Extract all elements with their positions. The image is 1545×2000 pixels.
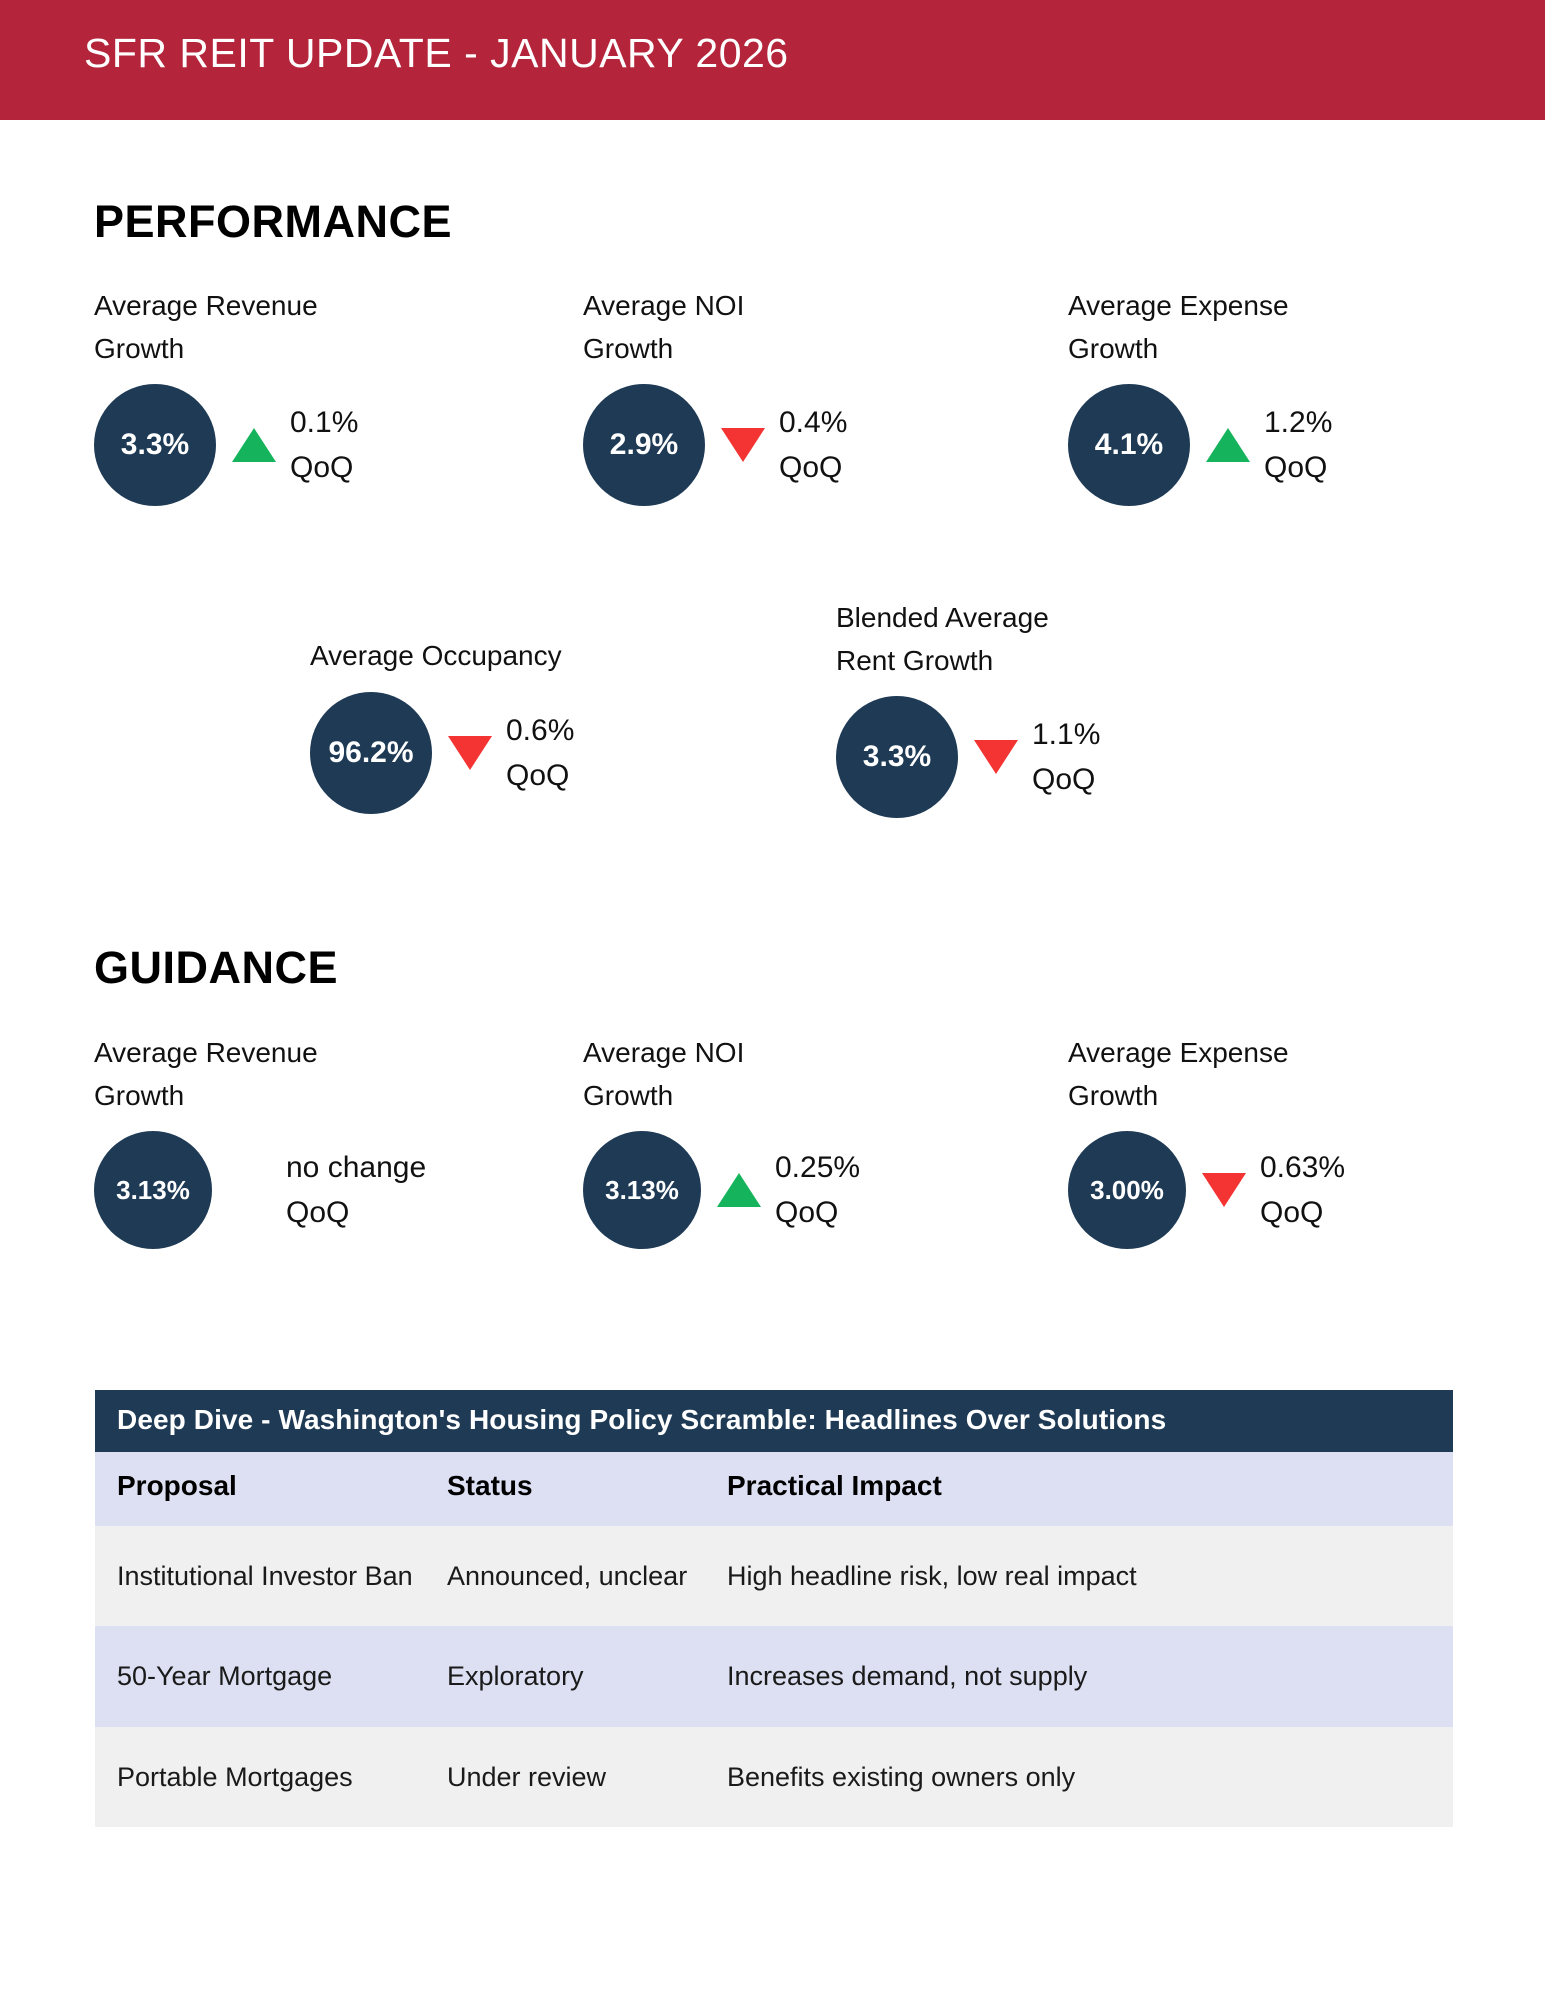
metric-label: Average Occupancy	[310, 640, 562, 671]
metric-delta: 0.25% QoQ	[775, 1151, 861, 1230]
metric-delta: 1.1% QoQ	[1032, 718, 1101, 797]
guidance-metric-average-expense-growth: Average Expense Growth 3.00% 0.63% QoQ	[1068, 1032, 1346, 1250]
metric-delta: 1.2% QoQ	[1264, 406, 1333, 485]
metric-body: 3.3% 1.1% QoQ	[836, 696, 1101, 819]
table-header-row: Proposal Status Practical Impact	[95, 1452, 1453, 1526]
table-row: Portable Mortgages Under review Benefits…	[95, 1726, 1453, 1828]
metric-value-bubble: 2.9%	[583, 384, 705, 507]
metric-value-bubble: 3.00%	[1068, 1131, 1186, 1250]
metric-average-occupancy: Average Occupancy 96.2% 0.6% QoQ	[310, 635, 574, 814]
cell-impact: Increases demand, not supply	[705, 1626, 1453, 1727]
metric-label: Average NOI Growth	[583, 1037, 745, 1111]
metric-value-bubble: 4.1%	[1068, 384, 1190, 507]
metric-average-noi-growth: Average NOI Growth 2.9% 0.4% QoQ	[583, 285, 848, 507]
table-row: 50-Year Mortgage Exploratory Increases d…	[95, 1626, 1453, 1727]
metric-body: 3.13% 0.25% QoQ	[583, 1131, 861, 1250]
column-header-proposal: Proposal	[95, 1452, 425, 1526]
cell-proposal: 50-Year Mortgage	[95, 1626, 425, 1727]
triangle-up-icon	[232, 428, 276, 463]
cell-status: Exploratory	[425, 1626, 705, 1727]
header-banner: SFR REIT UPDATE - JANUARY 2026	[0, 0, 1545, 120]
metric-label: Average NOI Growth	[583, 290, 745, 364]
no-change-icon	[228, 1173, 272, 1207]
metric-body: 3.3% 0.1% QoQ	[94, 384, 359, 507]
metric-value-bubble: 3.13%	[94, 1131, 212, 1250]
cell-proposal: Institutional Investor Ban	[95, 1526, 425, 1627]
guidance-metric-average-noi-growth: Average NOI Growth 3.13% 0.25% QoQ	[583, 1032, 861, 1250]
triangle-up-icon	[1206, 428, 1250, 463]
performance-section-heading: PERFORMANCE	[94, 196, 453, 247]
triangle-down-icon	[974, 740, 1018, 775]
metric-label: Blended Average Rent Growth	[836, 602, 1049, 676]
table-row: Institutional Investor Ban Announced, un…	[95, 1526, 1453, 1627]
metric-body: 96.2% 0.6% QoQ	[310, 691, 575, 814]
metric-body: 2.9% 0.4% QoQ	[583, 384, 848, 507]
column-header-status: Status	[425, 1452, 705, 1526]
cell-status: Announced, unclear	[425, 1526, 705, 1627]
metric-value-bubble: 3.3%	[836, 696, 958, 819]
metric-value-bubble: 3.3%	[94, 384, 216, 507]
metric-blended-average-rent-growth: Blended Average Rent Growth 3.3% 1.1% Qo…	[836, 597, 1101, 819]
cell-impact: Benefits existing owners only	[705, 1726, 1453, 1828]
metric-label: Average Revenue Growth	[94, 290, 318, 364]
triangle-down-icon	[721, 428, 765, 463]
metric-delta: 0.6% QoQ	[506, 713, 575, 792]
triangle-up-icon	[717, 1173, 761, 1208]
metric-value-bubble: 96.2%	[310, 691, 432, 814]
cell-status: Under review	[425, 1726, 705, 1828]
metric-delta: 0.1% QoQ	[290, 406, 359, 485]
guidance-section-heading: GUIDANCE	[94, 942, 339, 993]
column-header-practical-impact: Practical Impact	[705, 1452, 1453, 1526]
cell-impact: High headline risk, low real impact	[705, 1526, 1453, 1627]
cell-proposal: Portable Mortgages	[95, 1726, 425, 1828]
metric-average-revenue-growth: Average Revenue Growth 3.3% 0.1% QoQ	[94, 285, 359, 507]
metric-label: Average Revenue Growth	[94, 1037, 318, 1111]
page-title: SFR REIT UPDATE - JANUARY 2026	[84, 30, 789, 76]
metric-average-expense-growth: Average Expense Growth 4.1% 1.2% QoQ	[1068, 285, 1333, 507]
deep-dive-table: Deep Dive - Washington's Housing Policy …	[95, 1390, 1453, 1828]
metric-delta: 0.63% QoQ	[1260, 1151, 1346, 1230]
guidance-metric-average-revenue-growth: Average Revenue Growth 3.13% no change Q…	[94, 1032, 427, 1250]
metric-body: 3.00% 0.63% QoQ	[1068, 1131, 1346, 1250]
metric-body: 3.13% no change QoQ	[94, 1131, 427, 1250]
metric-label: Average Expense Growth	[1068, 1037, 1289, 1111]
metric-delta: no change QoQ	[286, 1151, 427, 1230]
triangle-down-icon	[1202, 1173, 1246, 1208]
metric-value-bubble: 3.13%	[583, 1131, 701, 1250]
triangle-down-icon	[448, 735, 492, 770]
deep-dive-title: Deep Dive - Washington's Housing Policy …	[95, 1390, 1453, 1452]
metric-label: Average Expense Growth	[1068, 290, 1289, 364]
metric-delta: 0.4% QoQ	[779, 406, 848, 485]
metric-body: 4.1% 1.2% QoQ	[1068, 384, 1333, 507]
